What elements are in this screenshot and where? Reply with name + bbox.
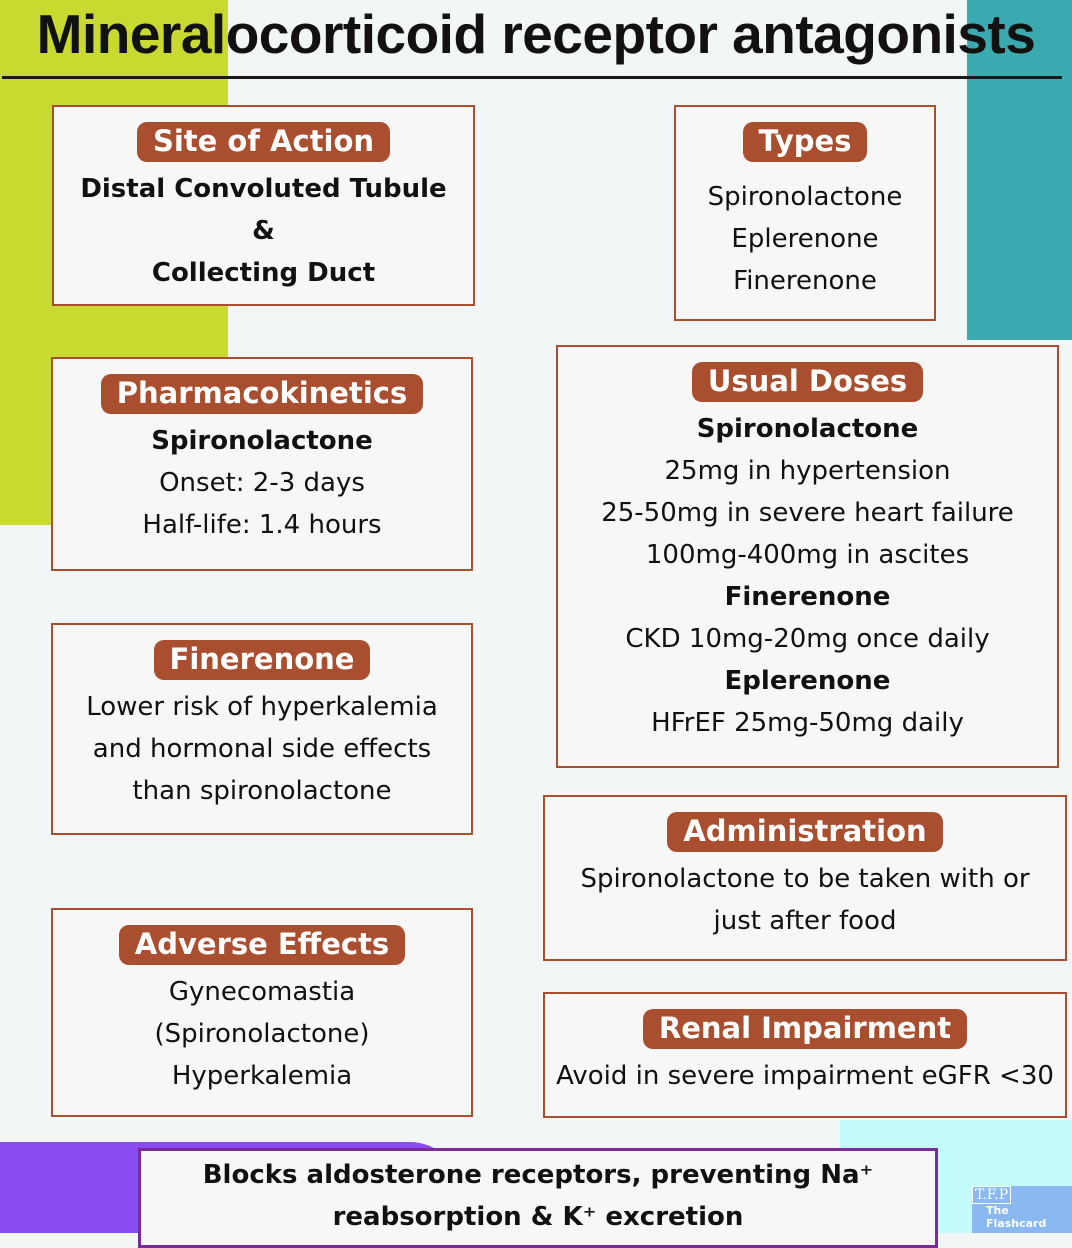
types-card: Types Spironolactone Eplerenone Finereno…: [674, 105, 936, 321]
site-of-action-card: Site of Action Distal Convoluted Tubule …: [52, 105, 475, 306]
pharmacokinetics-card: Pharmacokinetics Spironolactone Onset: 2…: [51, 357, 473, 571]
finerenone-card: Finerenone Lower risk of hyperkalemia an…: [51, 623, 473, 835]
card-line: Finerenone: [724, 582, 891, 612]
card-line: Spironolactone: [696, 414, 919, 444]
mechanism-card: Blocks aldosterone receptors, preventing…: [138, 1148, 938, 1248]
logo-text: The Flashcard: [986, 1204, 1047, 1230]
renal-impairment-card: Renal Impairment Avoid in severe impairm…: [543, 992, 1067, 1118]
usual-doses-card: Usual Doses Spironolactone 25mg in hyper…: [556, 345, 1059, 768]
card-line: Gynecomastia: [168, 977, 356, 1007]
card-line: Spironolactone to be taken with or: [580, 864, 1030, 894]
card-line: just after food: [713, 906, 897, 936]
page-title: Mineralocorticoid receptor antagonists: [36, 3, 1036, 65]
card-line: Collecting Duct: [151, 258, 376, 288]
card-heading: Renal Impairment: [642, 1009, 968, 1049]
card-line: Avoid in severe impairment eGFR <30: [556, 1061, 1054, 1091]
card-line: Eplerenone: [724, 666, 891, 696]
card-heading: Adverse Effects: [118, 925, 406, 965]
adverse-effects-card: Adverse Effects Gynecomastia (Spironolac…: [51, 908, 473, 1117]
card-line: Eplerenone: [731, 224, 879, 254]
card-line: 25mg in hypertension: [664, 456, 951, 486]
card-line: than spironolactone: [132, 776, 392, 806]
card-line: Distal Convoluted Tubule: [80, 174, 447, 204]
card-line: and hormonal side effects: [92, 734, 432, 764]
card-line: Spironolactone: [151, 426, 373, 456]
card-line: Lower risk of hyperkalemia: [86, 692, 438, 722]
card-heading: Finerenone: [153, 640, 371, 680]
administration-card: Administration Spironolactone to be take…: [543, 795, 1067, 961]
title-divider: [2, 76, 1062, 79]
card-heading: Administration: [667, 812, 943, 852]
card-line: &: [252, 216, 275, 246]
flashcard-logo: T.F.P The Flashcard: [972, 1186, 1072, 1233]
card-heading: Usual Doses: [691, 362, 924, 402]
card-line: 25-50mg in severe heart failure: [601, 498, 1014, 528]
title-bar: Mineralocorticoid receptor antagonists: [0, 0, 1072, 79]
card-heading: Site of Action: [136, 122, 391, 162]
card-line: reabsorption & K⁺ excretion: [332, 1202, 744, 1232]
card-line: Blocks aldosterone receptors, preventing…: [202, 1160, 874, 1190]
card-heading: Pharmacokinetics: [100, 374, 424, 414]
card-line: Spironolactone: [707, 182, 903, 212]
card-line: HFrEF 25mg-50mg daily: [651, 708, 964, 738]
teal-background-band: [967, 0, 1072, 340]
card-line: Hyperkalemia: [171, 1061, 353, 1091]
card-line: (Spironolactone): [154, 1019, 370, 1049]
card-line: 100mg-400mg in ascites: [645, 540, 970, 570]
logo-abbr: T.F.P: [972, 1186, 1012, 1204]
card-line: Half-life: 1.4 hours: [142, 510, 382, 540]
card-line: Finerenone: [733, 266, 877, 296]
card-line: Onset: 2-3 days: [159, 468, 365, 498]
card-heading: Types: [742, 122, 868, 162]
card-line: CKD 10mg-20mg once daily: [625, 624, 990, 654]
